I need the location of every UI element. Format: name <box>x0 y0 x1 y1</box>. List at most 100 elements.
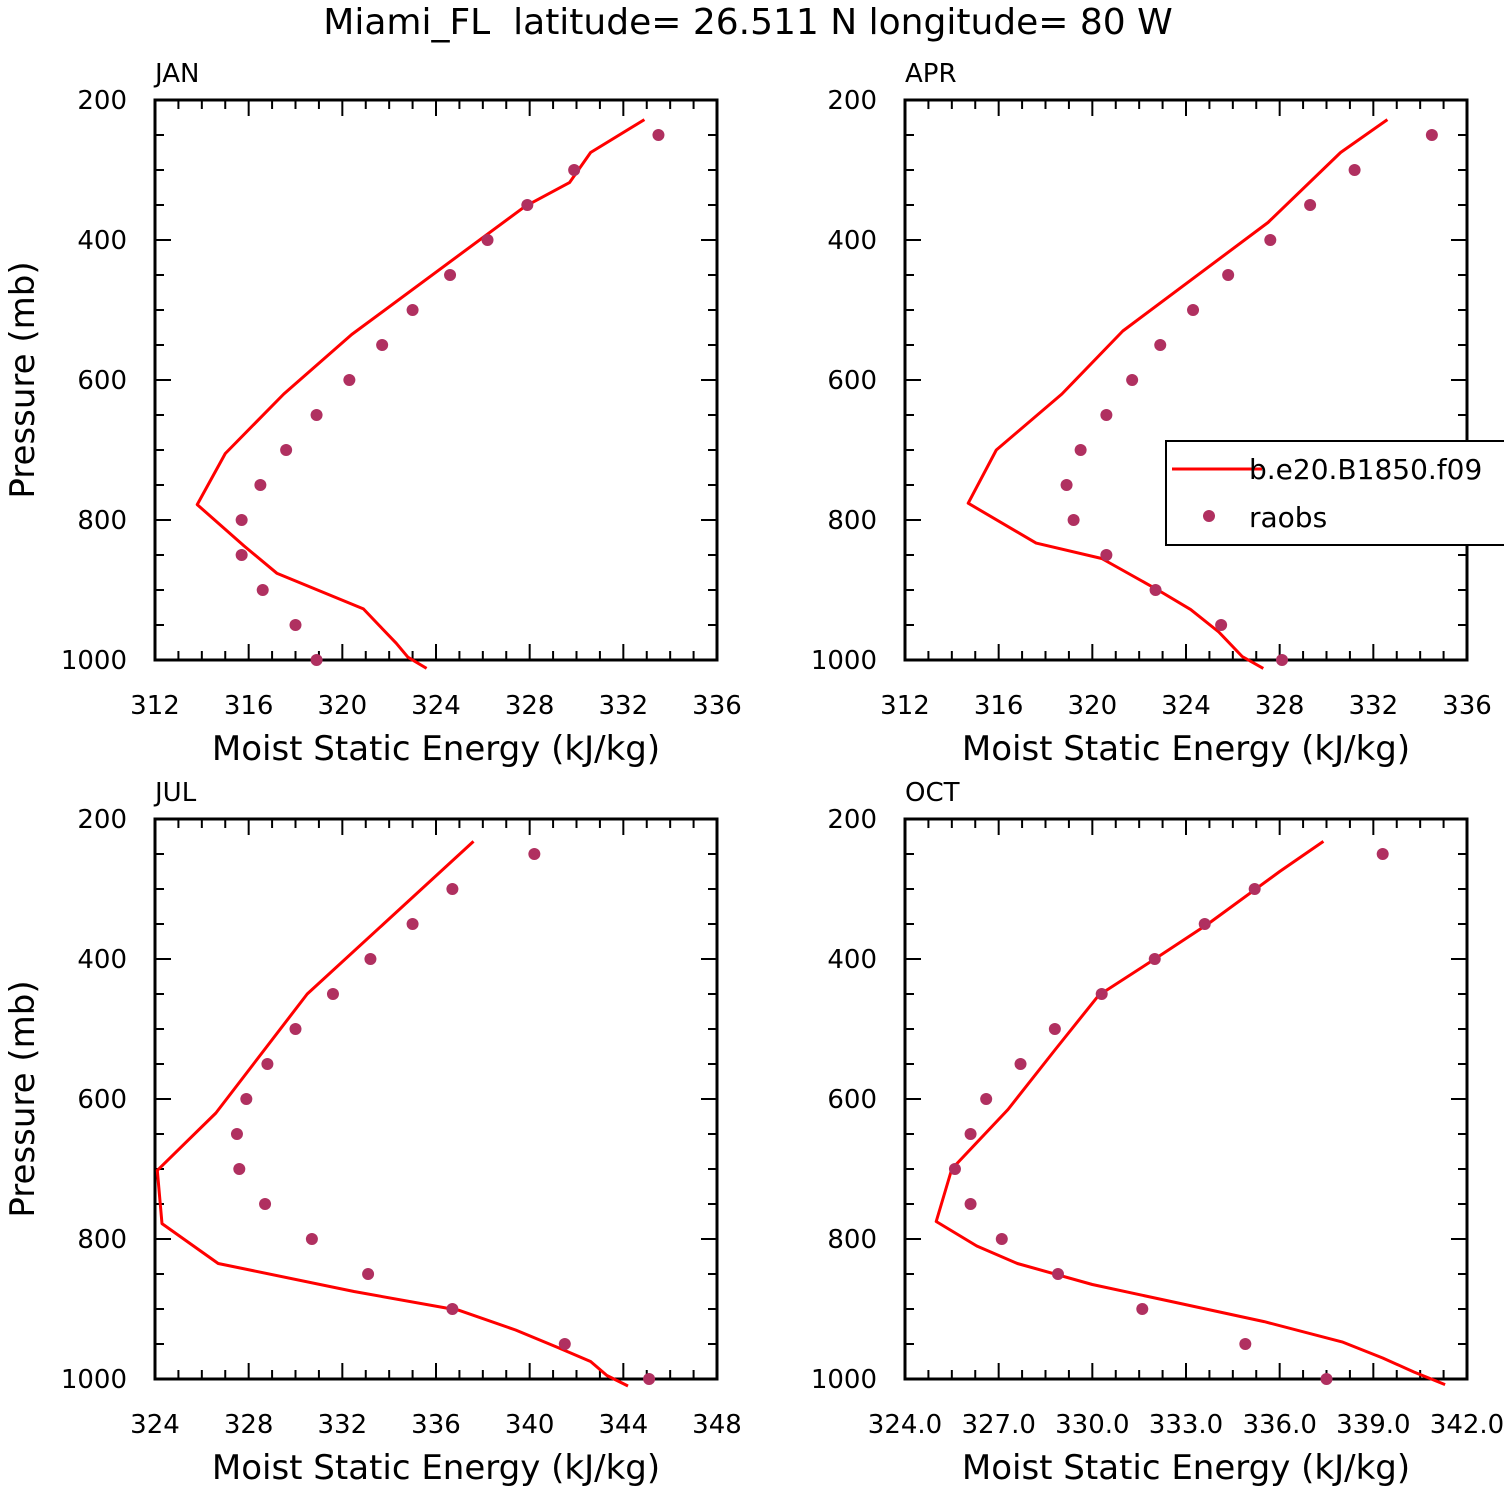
raobs-point <box>1136 1303 1149 1315</box>
y-tick-label: 600 <box>827 366 877 396</box>
y-tick-label: 200 <box>77 86 127 116</box>
model-line-jan <box>195 118 646 670</box>
raobs-point <box>1060 479 1073 491</box>
y-tick-label: 800 <box>827 506 877 536</box>
x-tick-label: 328 <box>505 691 555 721</box>
raobs-point <box>233 1163 246 1175</box>
raobs-point <box>376 339 389 351</box>
raobs-point <box>1067 514 1080 526</box>
raobs-point <box>481 234 494 246</box>
raobs-point <box>1100 549 1113 561</box>
y-tick-label: 400 <box>77 945 127 975</box>
raobs-point <box>1222 269 1235 281</box>
y-tick-label: 400 <box>827 945 877 975</box>
raobs-point <box>948 1163 961 1175</box>
x-tick-label: 316 <box>974 691 1024 721</box>
raobs-point <box>446 883 459 895</box>
raobs-point <box>1149 584 1162 596</box>
x-tick-label: 312 <box>130 691 180 721</box>
x-tick-label: 336 <box>411 1410 461 1440</box>
y-tick-label: 1000 <box>61 1365 127 1395</box>
x-tick-label: 332 <box>599 691 649 721</box>
raobs-point <box>995 1233 1008 1245</box>
raobs-point <box>343 374 356 386</box>
raobs-point <box>568 164 581 176</box>
raobs-point <box>1126 374 1139 386</box>
y-tick-label: 200 <box>77 805 127 835</box>
raobs-point <box>289 619 302 631</box>
x-tick-label: 324 <box>411 691 461 721</box>
raobs-point <box>310 654 323 666</box>
legend-obs-label: raobs <box>1249 501 1327 534</box>
raobs-point <box>406 304 419 316</box>
raobs-point <box>1095 988 1108 1000</box>
x-axis-label: Moist Static Energy (kJ/kg) <box>212 1448 660 1488</box>
raobs-point <box>235 549 248 561</box>
raobs-point <box>289 1023 302 1035</box>
panel-label-oct: OCT <box>905 778 960 808</box>
x-axis-label: Moist Static Energy (kJ/kg) <box>212 729 660 769</box>
y-tick-label: 600 <box>827 1085 877 1115</box>
raobs-point <box>1348 164 1361 176</box>
figure-title: Miami_FL latitude= 26.511 N longitude= 8… <box>323 2 1172 43</box>
x-tick-label: 336.0 <box>1242 1410 1316 1440</box>
y-axis-label: Pressure (mb) <box>3 980 43 1217</box>
y-tick-label: 800 <box>77 1225 127 1255</box>
y-axis-label: Pressure (mb) <box>3 261 43 498</box>
x-tick-label: 324.0 <box>868 1410 942 1440</box>
panels: 200 400 600 800 1000 312 316 320 324 328 332 336 JAN… <box>3 59 1504 1488</box>
raobs-point <box>1239 1338 1252 1350</box>
raobs-point <box>305 1233 318 1245</box>
raobs-point <box>643 1373 656 1385</box>
panel-label-jul: JUL <box>153 778 197 808</box>
x-tick-label: 330.0 <box>1055 1410 1129 1440</box>
y-tick-label: 400 <box>77 226 127 256</box>
raobs-point <box>261 1058 274 1070</box>
raobs-point <box>444 269 457 281</box>
x-tick-label: 332 <box>318 1410 368 1440</box>
raobs-point <box>558 1338 571 1350</box>
y-tick-label: 600 <box>77 1085 127 1115</box>
plot-frame <box>153 98 719 662</box>
raobs-point <box>1215 619 1228 631</box>
x-tick-label: 328 <box>224 1410 274 1440</box>
x-tick-label: 332 <box>1349 691 1399 721</box>
legend-model-label: b.e20.B1850.f09 <box>1249 453 1482 486</box>
model-line-oct <box>934 840 1446 1386</box>
raobs-point <box>528 848 541 860</box>
y-tick-label: 800 <box>77 506 127 536</box>
x-tick-label: 316 <box>224 691 274 721</box>
legend-obs-swatch <box>1203 510 1215 522</box>
model-line-apr <box>966 118 1389 670</box>
x-tick-label: 336 <box>1442 691 1492 721</box>
raobs-point <box>1304 199 1317 211</box>
chart-panel-oct: 200 400 600 800 1000 324.0 327.0 330.0 333.0 336.… <box>811 778 1504 1488</box>
y-tick-label: 200 <box>827 805 877 835</box>
x-axis-label: Moist Static Energy (kJ/kg) <box>962 1448 1410 1488</box>
panel-label-jan: JAN <box>153 59 199 89</box>
raobs-point <box>1100 409 1113 421</box>
raobs-point <box>1154 339 1167 351</box>
x-tick-label: 340 <box>505 1410 555 1440</box>
x-axis-label: Moist Static Energy (kJ/kg) <box>962 729 1410 769</box>
raobs-point <box>1198 918 1211 930</box>
x-tick-label: 344 <box>599 1410 649 1440</box>
raobs-point <box>310 409 323 421</box>
raobs-point <box>1074 444 1087 456</box>
y-tick-label: 1000 <box>811 646 877 676</box>
raobs-point <box>235 514 248 526</box>
x-tick-label: 320 <box>318 691 368 721</box>
x-tick-label: 328 <box>1255 691 1305 721</box>
raobs-point <box>240 1093 253 1105</box>
y-tick-label: 800 <box>827 1225 877 1255</box>
raobs-point <box>1014 1058 1027 1070</box>
raobs-point <box>652 129 665 141</box>
raobs-point <box>1148 953 1161 965</box>
raobs-point <box>980 1093 993 1105</box>
raobs-point <box>259 1198 272 1210</box>
raobs-point <box>230 1128 243 1140</box>
y-tick-label: 600 <box>77 366 127 396</box>
